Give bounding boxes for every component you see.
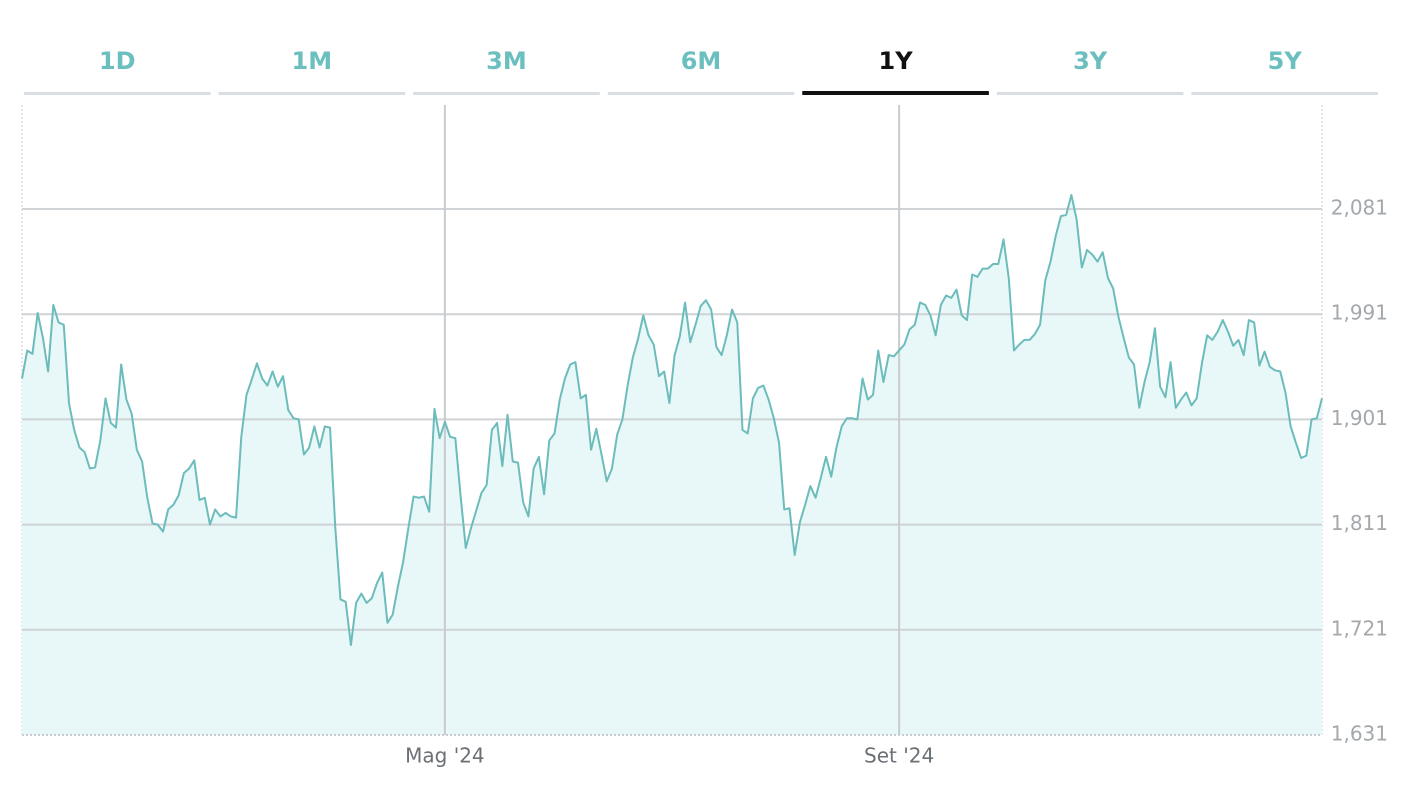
price-line [21,194,1323,646]
range-underline [996,92,1184,95]
y-tick-label: 2,081 [1331,196,1388,220]
range-underline [607,92,795,95]
y-tick-label: 1,721 [1331,616,1388,640]
range-button-label[interactable]: 3M [486,47,527,75]
range-button-label[interactable]: 1D [99,47,136,75]
range-underline [24,92,211,95]
range-button-label[interactable]: 1M [292,47,333,75]
range-button-label[interactable]: 6M [681,47,722,75]
range-button-label[interactable]: 3Y [1073,47,1108,75]
area-fill [22,195,1322,735]
range-button-label[interactable]: 5Y [1268,47,1303,75]
range-underline-active [802,91,989,95]
y-tick-label: 1,631 [1331,722,1388,746]
range-button-label[interactable]: 1Y [879,47,914,75]
x-tick-label: Set '24 [864,744,934,768]
range-underline [413,92,600,95]
y-tick-label: 1,901 [1331,406,1388,430]
range-underline [218,92,406,95]
y-tick-label: 1,811 [1331,511,1388,535]
y-tick-label: 1,991 [1331,301,1388,325]
x-tick-label: Mag '24 [405,744,485,768]
range-underline [1191,92,1378,95]
